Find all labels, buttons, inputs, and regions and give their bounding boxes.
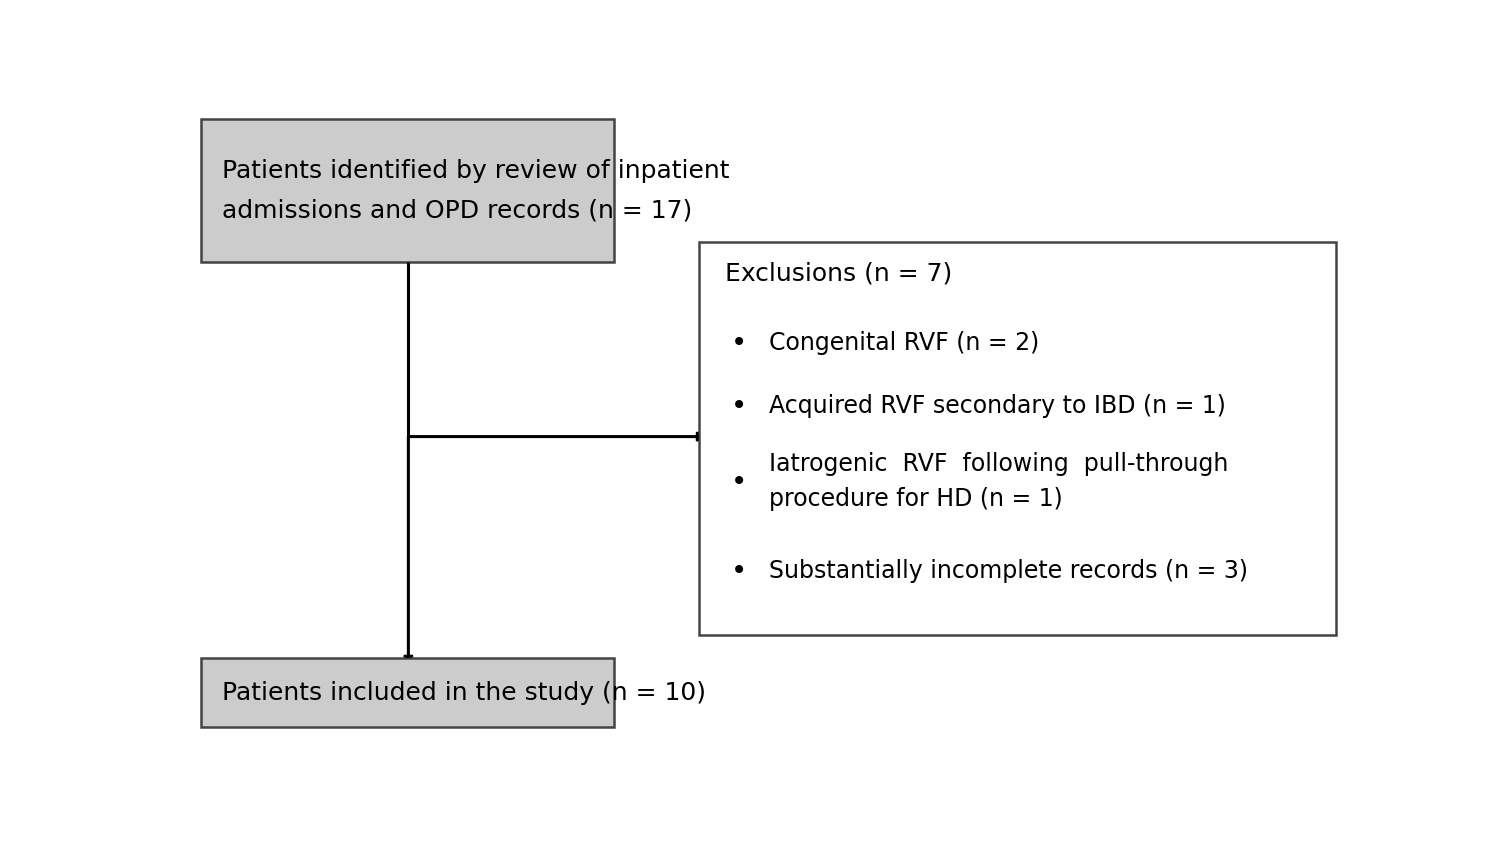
Text: •: • [730,329,747,357]
Text: •: • [730,557,747,584]
Bar [201,658,614,728]
Text: Iatrogenic  RVF  following  pull-through
procedure for HD (n = 1): Iatrogenic RVF following pull-through pr… [768,452,1228,511]
Text: Patients identified by review of inpatient
admissions and OPD records (n = 17): Patients identified by review of inpatie… [222,159,730,222]
Text: •: • [730,468,747,496]
Text: •: • [730,391,747,420]
Text: Patients included in the study (n = 10): Patients included in the study (n = 10) [222,680,706,704]
Bar [699,242,1336,635]
Text: Congenital RVF (n = 2): Congenital RVF (n = 2) [768,331,1040,354]
Text: Acquired RVF secondary to IBD (n = 1): Acquired RVF secondary to IBD (n = 1) [768,394,1226,418]
Text: Substantially incomplete records (n = 3): Substantially incomplete records (n = 3) [768,559,1248,583]
Text: Exclusions (n = 7): Exclusions (n = 7) [724,262,952,286]
Bar [201,119,614,262]
